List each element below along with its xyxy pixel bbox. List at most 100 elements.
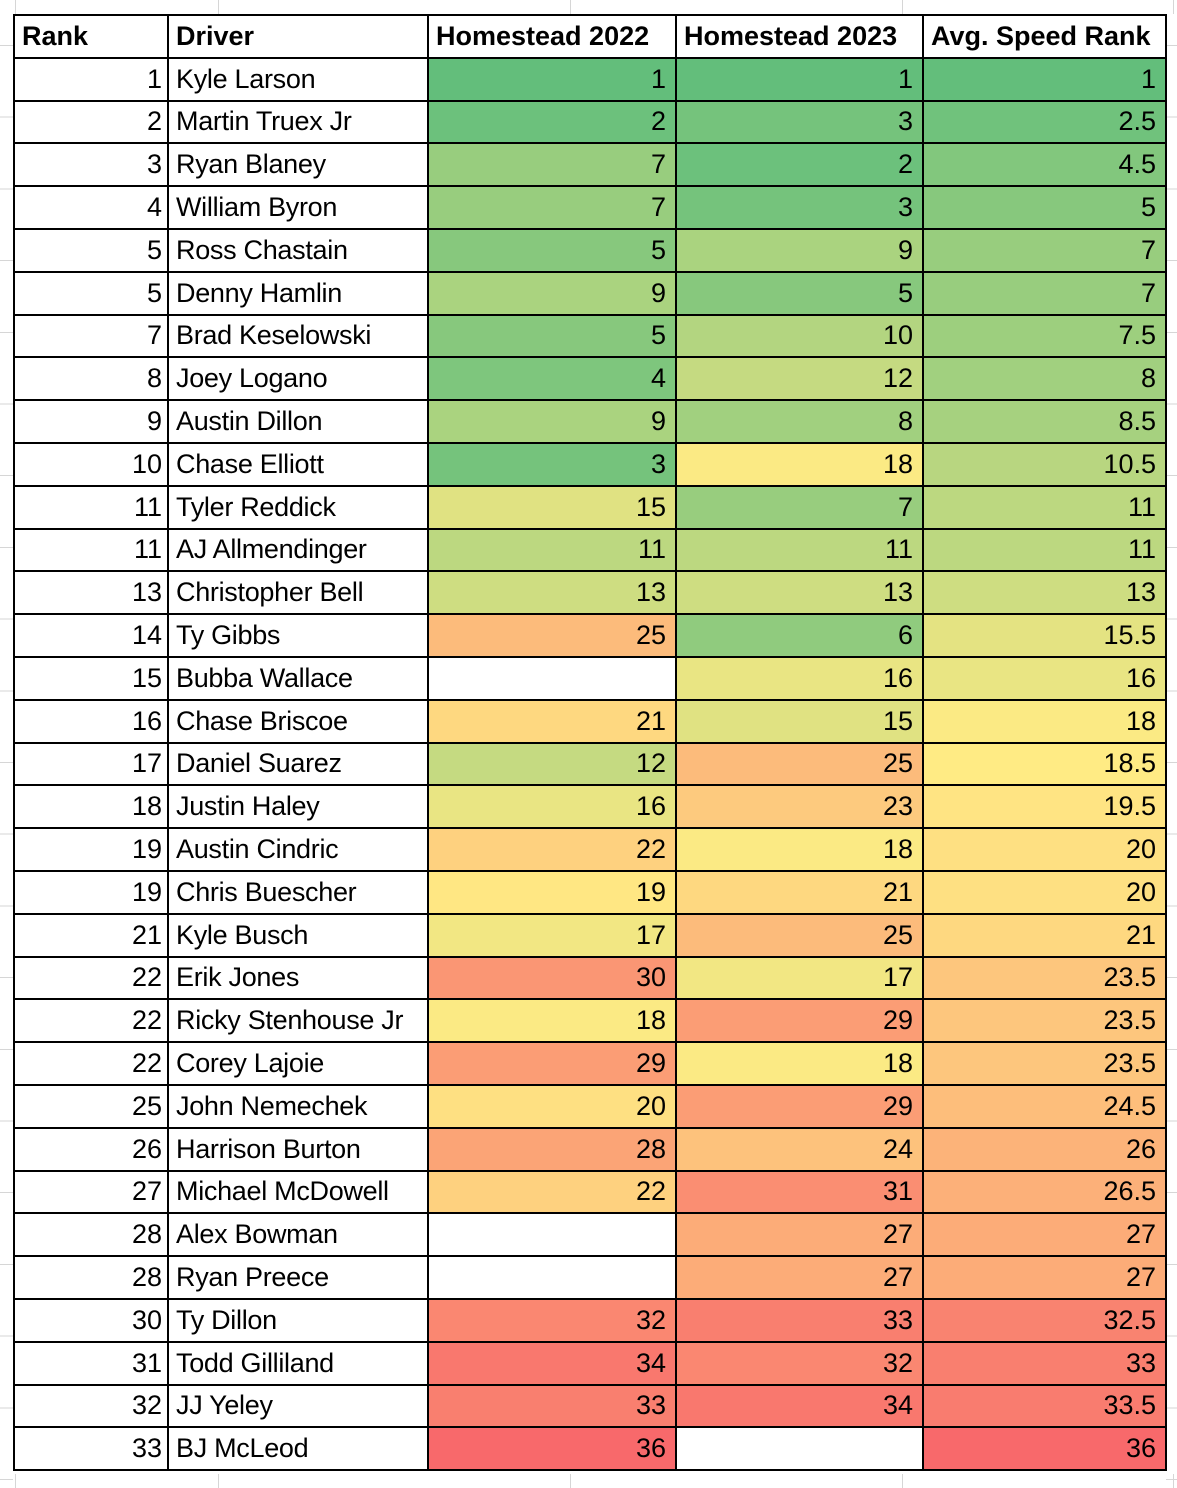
cell-driver[interactable]: Kyle Larson xyxy=(167,56,429,102)
cell-driver[interactable]: Austin Cindric xyxy=(167,827,429,872)
cell-driver[interactable]: Ryan Preece xyxy=(167,1255,429,1300)
cell-rank[interactable]: 25 xyxy=(13,1083,169,1129)
cell-homestead-2022[interactable]: 22 xyxy=(427,827,677,872)
cell-homestead-2022[interactable]: 2 xyxy=(427,99,677,145)
cell-homestead-2023[interactable]: 13 xyxy=(675,570,924,616)
cell-driver[interactable]: Harrison Burton xyxy=(167,1126,429,1172)
cell-driver[interactable]: JJ Yeley xyxy=(167,1383,429,1429)
cell-homestead-2023[interactable]: 18 xyxy=(675,827,924,872)
cell-rank[interactable]: 17 xyxy=(13,741,169,787)
cell-homestead-2023[interactable]: 18 xyxy=(675,1041,924,1086)
cell-driver[interactable]: Corey Lajoie xyxy=(167,1041,429,1086)
cell-driver[interactable]: Chase Briscoe xyxy=(167,698,429,744)
cell-rank[interactable]: 9 xyxy=(13,399,169,444)
cell-homestead-2022[interactable]: 7 xyxy=(427,185,677,230)
cell-homestead-2023[interactable]: 27 xyxy=(675,1255,924,1300)
cell-homestead-2023[interactable] xyxy=(675,1426,924,1472)
cell-homestead-2022[interactable]: 5 xyxy=(427,313,677,359)
cell-avg-speed-rank[interactable]: 27 xyxy=(922,1255,1167,1300)
cell-homestead-2023[interactable]: 11 xyxy=(675,527,924,573)
cell-driver[interactable]: Joey Logano xyxy=(167,356,429,402)
cell-homestead-2023[interactable]: 10 xyxy=(675,313,924,359)
cell-homestead-2022[interactable]: 25 xyxy=(427,613,677,658)
cell-homestead-2022[interactable]: 20 xyxy=(427,1083,677,1129)
cell-rank[interactable]: 30 xyxy=(13,1297,169,1343)
cell-homestead-2022[interactable]: 12 xyxy=(427,741,677,787)
cell-avg-speed-rank[interactable]: 7.5 xyxy=(922,313,1167,359)
cell-driver[interactable]: Tyler Reddick xyxy=(167,484,429,530)
cell-driver[interactable]: Ty Dillon xyxy=(167,1297,429,1343)
cell-driver[interactable]: Kyle Busch xyxy=(167,912,429,958)
cell-rank[interactable]: 1 xyxy=(13,56,169,102)
cell-avg-speed-rank[interactable]: 11 xyxy=(922,527,1167,573)
cell-driver[interactable]: William Byron xyxy=(167,185,429,230)
cell-rank[interactable]: 5 xyxy=(13,227,169,273)
cell-homestead-2023[interactable]: 32 xyxy=(675,1340,924,1386)
cell-homestead-2023[interactable]: 3 xyxy=(675,99,924,145)
cell-avg-speed-rank[interactable]: 20 xyxy=(922,869,1167,915)
cell-homestead-2023[interactable]: 25 xyxy=(675,741,924,787)
cell-avg-speed-rank[interactable]: 16 xyxy=(922,655,1167,701)
cell-rank[interactable]: 13 xyxy=(13,570,169,616)
cell-rank[interactable]: 8 xyxy=(13,356,169,402)
cell-avg-speed-rank[interactable]: 26.5 xyxy=(922,1169,1167,1215)
cell-homestead-2022[interactable]: 15 xyxy=(427,484,677,530)
cell-homestead-2022[interactable]: 21 xyxy=(427,698,677,744)
col-header-driver[interactable]: Driver xyxy=(167,14,429,59)
cell-rank[interactable]: 31 xyxy=(13,1340,169,1386)
cell-homestead-2023[interactable]: 17 xyxy=(675,955,924,1001)
cell-homestead-2022[interactable]: 16 xyxy=(427,784,677,830)
cell-rank[interactable]: 15 xyxy=(13,655,169,701)
cell-rank[interactable]: 10 xyxy=(13,441,169,487)
cell-avg-speed-rank[interactable]: 20 xyxy=(922,827,1167,872)
cell-avg-speed-rank[interactable]: 27 xyxy=(922,1212,1167,1258)
cell-homestead-2022[interactable]: 28 xyxy=(427,1126,677,1172)
cell-homestead-2023[interactable]: 21 xyxy=(675,869,924,915)
cell-avg-speed-rank[interactable]: 13 xyxy=(922,570,1167,616)
cell-homestead-2023[interactable]: 2 xyxy=(675,142,924,188)
cell-rank[interactable]: 2 xyxy=(13,99,169,145)
cell-avg-speed-rank[interactable]: 36 xyxy=(922,1426,1167,1472)
cell-avg-speed-rank[interactable]: 7 xyxy=(922,227,1167,273)
cell-avg-speed-rank[interactable]: 26 xyxy=(922,1126,1167,1172)
cell-driver[interactable]: Todd Gilliland xyxy=(167,1340,429,1386)
cell-driver[interactable]: Ricky Stenhouse Jr xyxy=(167,998,429,1044)
cell-rank[interactable]: 19 xyxy=(13,869,169,915)
cell-homestead-2022[interactable]: 5 xyxy=(427,227,677,273)
cell-rank[interactable]: 14 xyxy=(13,613,169,658)
cell-homestead-2022[interactable]: 4 xyxy=(427,356,677,402)
cell-homestead-2022[interactable]: 33 xyxy=(427,1383,677,1429)
cell-avg-speed-rank[interactable]: 32.5 xyxy=(922,1297,1167,1343)
cell-driver[interactable]: BJ McLeod xyxy=(167,1426,429,1472)
cell-rank[interactable]: 5 xyxy=(13,270,169,316)
cell-homestead-2022[interactable]: 9 xyxy=(427,399,677,444)
cell-rank[interactable]: 28 xyxy=(13,1255,169,1300)
cell-avg-speed-rank[interactable]: 2.5 xyxy=(922,99,1167,145)
cell-driver[interactable]: Brad Keselowski xyxy=(167,313,429,359)
cell-homestead-2022[interactable]: 11 xyxy=(427,527,677,573)
cell-avg-speed-rank[interactable]: 11 xyxy=(922,484,1167,530)
cell-rank[interactable]: 22 xyxy=(13,1041,169,1086)
cell-avg-speed-rank[interactable]: 4.5 xyxy=(922,142,1167,188)
cell-homestead-2023[interactable]: 33 xyxy=(675,1297,924,1343)
cell-homestead-2023[interactable]: 24 xyxy=(675,1126,924,1172)
cell-homestead-2023[interactable]: 34 xyxy=(675,1383,924,1429)
cell-homestead-2023[interactable]: 8 xyxy=(675,399,924,444)
cell-homestead-2023[interactable]: 29 xyxy=(675,998,924,1044)
cell-rank[interactable]: 21 xyxy=(13,912,169,958)
col-header-homestead-2022[interactable]: Homestead 2022 xyxy=(427,14,677,59)
cell-homestead-2022[interactable]: 18 xyxy=(427,998,677,1044)
cell-avg-speed-rank[interactable]: 23.5 xyxy=(922,998,1167,1044)
cell-homestead-2023[interactable]: 29 xyxy=(675,1083,924,1129)
cell-avg-speed-rank[interactable]: 33 xyxy=(922,1340,1167,1386)
cell-homestead-2022[interactable] xyxy=(427,1255,677,1300)
cell-avg-speed-rank[interactable]: 18 xyxy=(922,698,1167,744)
cell-driver[interactable]: Austin Dillon xyxy=(167,399,429,444)
cell-homestead-2023[interactable]: 6 xyxy=(675,613,924,658)
cell-driver[interactable]: Michael McDowell xyxy=(167,1169,429,1215)
col-header-rank[interactable]: Rank xyxy=(13,14,169,59)
cell-homestead-2022[interactable]: 29 xyxy=(427,1041,677,1086)
cell-homestead-2022[interactable]: 7 xyxy=(427,142,677,188)
col-header-avg-speed-rank[interactable]: Avg. Speed Rank xyxy=(922,14,1167,59)
cell-rank[interactable]: 3 xyxy=(13,142,169,188)
